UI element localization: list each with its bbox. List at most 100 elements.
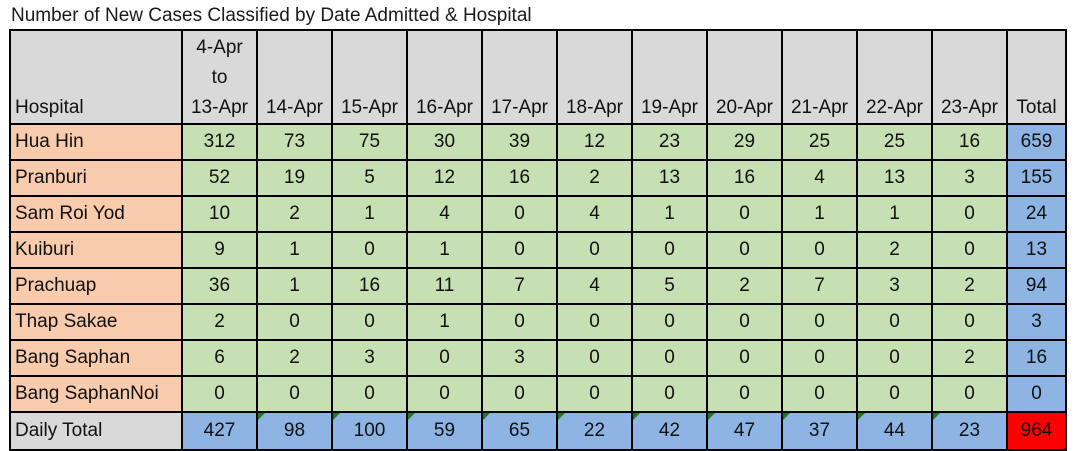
table-row: Kuiburi 9 1 0 1 0 0 0 0 0 2 0 13 <box>9 231 1067 269</box>
case-count-cell: 3 <box>331 339 408 377</box>
header-date-range: 4-Apr to 13-Apr <box>181 29 258 125</box>
case-count-cell: 1 <box>406 231 483 269</box>
daily-total-cell: 65 <box>481 411 558 451</box>
case-count-cell: 0 <box>556 375 633 413</box>
case-count-cell: 0 <box>706 231 783 269</box>
case-count-cell: 1 <box>331 195 408 233</box>
case-count-cell: 1 <box>256 231 333 269</box>
header-date-range-to: to <box>211 67 228 88</box>
case-count-cell: 2 <box>256 339 333 377</box>
case-count-cell: 25 <box>781 123 858 161</box>
header-date-range-start: 4-Apr <box>196 37 243 58</box>
case-count-cell: 1 <box>631 195 708 233</box>
formula-warning-icon <box>334 414 340 420</box>
case-count-cell: 7 <box>481 267 558 305</box>
case-count-cell: 19 <box>256 159 333 197</box>
case-count-cell: 0 <box>931 231 1008 269</box>
header-date-label: 19-Apr <box>640 97 699 118</box>
hospital-name-cell: Pranburi <box>9 159 183 197</box>
case-count-cell: 0 <box>331 375 408 413</box>
case-count-cell: 16 <box>706 159 783 197</box>
case-count-cell: 3 <box>481 339 558 377</box>
case-count-cell: 30 <box>406 123 483 161</box>
case-count-cell: 3 <box>931 159 1008 197</box>
case-count-cell: 0 <box>931 195 1008 233</box>
table-body: Hospital 4-Apr to 13-Apr 14-Apr 15-Apr 1… <box>9 29 1067 451</box>
case-count-cell: 0 <box>931 303 1008 341</box>
hospital-total-cell: 3 <box>1006 303 1067 341</box>
daily-total-cell: 100 <box>331 411 408 451</box>
header-date-range-end: 13-Apr <box>190 97 249 118</box>
hospital-total-cell: 659 <box>1006 123 1067 161</box>
case-count-cell: 1 <box>406 303 483 341</box>
case-count-cell: 312 <box>181 123 258 161</box>
hospital-name-cell: Bang SaphanNoi <box>9 375 183 413</box>
hospital-total-cell: 0 <box>1006 375 1067 413</box>
header-date: 17-Apr <box>481 29 558 125</box>
daily-total-cell: 44 <box>856 411 933 451</box>
header-date-label: 23-Apr <box>940 97 999 118</box>
formula-warning-icon <box>634 414 640 420</box>
case-count-cell: 0 <box>781 231 858 269</box>
case-count-cell: 2 <box>256 195 333 233</box>
header-date: 19-Apr <box>631 29 708 125</box>
case-count-cell: 2 <box>181 303 258 341</box>
case-count-cell: 1 <box>856 195 933 233</box>
case-count-cell: 16 <box>481 159 558 197</box>
header-date-label: 17-Apr <box>490 97 549 118</box>
table-row: Bang Saphan 6 2 3 0 3 0 0 0 0 0 2 16 <box>9 339 1067 377</box>
case-count-cell: 0 <box>406 375 483 413</box>
case-count-cell: 2 <box>931 339 1008 377</box>
case-count-cell: 10 <box>181 195 258 233</box>
formula-warning-icon <box>859 414 865 420</box>
case-count-cell: 0 <box>481 375 558 413</box>
header-date-label: 18-Apr <box>565 97 624 118</box>
case-count-cell: 25 <box>856 123 933 161</box>
case-count-cell: 23 <box>631 123 708 161</box>
case-count-cell: 5 <box>331 159 408 197</box>
formula-warning-icon <box>259 414 265 420</box>
case-count-cell: 36 <box>181 267 258 305</box>
daily-total-cell: 98 <box>256 411 333 451</box>
case-count-cell: 0 <box>931 375 1008 413</box>
case-count-cell: 0 <box>406 339 483 377</box>
case-count-cell: 5 <box>631 267 708 305</box>
case-count-cell: 0 <box>706 375 783 413</box>
daily-total-row: Daily Total 427 98 100 59 65 22 42 47 37 44 23 964 <box>9 411 1067 451</box>
formula-warning-icon <box>784 414 790 420</box>
case-count-cell: 0 <box>781 303 858 341</box>
formula-warning-icon <box>484 414 490 420</box>
case-count-cell: 4 <box>781 159 858 197</box>
table-row: Thap Sakae 2 0 0 1 0 0 0 0 0 0 0 3 <box>9 303 1067 341</box>
header-date-label: 21-Apr <box>790 97 849 118</box>
hospital-name-cell: Bang Saphan <box>9 339 183 377</box>
case-count-cell: 2 <box>856 231 933 269</box>
header-date: 20-Apr <box>706 29 783 125</box>
case-count-cell: 0 <box>706 303 783 341</box>
header-date: 18-Apr <box>556 29 633 125</box>
case-count-cell: 1 <box>781 195 858 233</box>
header-date-label: 22-Apr <box>865 97 924 118</box>
header-date: 22-Apr <box>856 29 933 125</box>
daily-total-cell: 42 <box>631 411 708 451</box>
case-count-cell: 0 <box>556 339 633 377</box>
header-date-label: 14-Apr <box>265 97 324 118</box>
case-count-cell: 0 <box>856 303 933 341</box>
case-count-cell: 29 <box>706 123 783 161</box>
case-count-cell: 13 <box>856 159 933 197</box>
table-row: Sam Roi Yod 10 2 1 4 0 4 1 0 1 1 0 24 <box>9 195 1067 233</box>
header-date-label: 20-Apr <box>715 97 774 118</box>
hospital-total-cell: 155 <box>1006 159 1067 197</box>
header-date-label: 16-Apr <box>415 97 474 118</box>
case-count-cell: 4 <box>406 195 483 233</box>
header-row: Hospital 4-Apr to 13-Apr 14-Apr 15-Apr 1… <box>9 29 1067 125</box>
case-count-cell: 7 <box>781 267 858 305</box>
header-date: 21-Apr <box>781 29 858 125</box>
case-count-cell: 12 <box>406 159 483 197</box>
case-count-cell: 12 <box>556 123 633 161</box>
case-count-cell: 0 <box>481 231 558 269</box>
daily-total-cell: 23 <box>931 411 1008 451</box>
daily-total-label: Daily Total <box>9 411 183 451</box>
formula-warning-icon <box>409 414 415 420</box>
formula-warning-icon <box>709 414 715 420</box>
